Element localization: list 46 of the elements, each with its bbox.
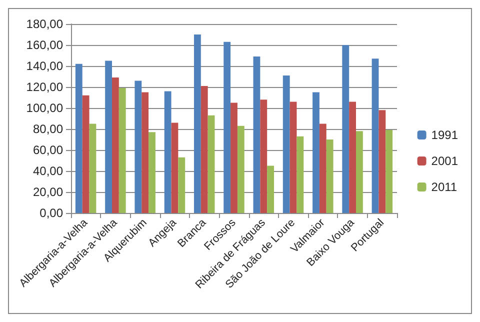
legend-label: 2011 <box>431 180 458 194</box>
bar <box>208 115 215 213</box>
bar <box>290 102 297 213</box>
y-tick-label: 20,00 <box>32 185 64 199</box>
legend-label: 2001 <box>431 154 458 168</box>
bar <box>282 75 290 213</box>
bar <box>312 92 320 213</box>
bar <box>296 136 304 213</box>
y-tick-label: 160,00 <box>26 38 64 52</box>
bar <box>349 102 356 213</box>
bar <box>356 131 363 213</box>
bar <box>178 157 186 213</box>
y-tick-label: 80,00 <box>32 122 64 136</box>
bar <box>260 100 268 213</box>
y-tick-label: 60,00 <box>32 143 64 157</box>
bar <box>386 130 393 213</box>
bar <box>164 91 172 213</box>
y-tick-label: 40,00 <box>32 164 64 178</box>
bar <box>230 102 238 213</box>
bar <box>105 60 112 213</box>
bar <box>75 64 82 213</box>
bar <box>89 124 96 213</box>
bar <box>224 42 231 213</box>
bar <box>267 166 274 213</box>
bar <box>378 110 386 213</box>
y-tick-label: 100,00 <box>26 101 64 115</box>
bar <box>194 34 201 213</box>
y-tick-label: 180,00 <box>26 17 64 31</box>
bar <box>253 56 260 213</box>
bar <box>82 95 90 213</box>
bar <box>148 132 156 213</box>
bar <box>237 126 244 213</box>
y-tick-label: 0,00 <box>40 206 64 220</box>
bar <box>372 58 379 213</box>
bar <box>200 86 208 213</box>
bar <box>112 78 119 213</box>
bar <box>326 140 334 213</box>
bar <box>342 45 350 213</box>
bar <box>142 92 149 213</box>
bar <box>134 80 142 213</box>
bar <box>118 88 126 213</box>
bar <box>171 122 178 213</box>
y-tick-label: 120,00 <box>26 80 64 94</box>
y-tick-label: 140,00 <box>26 59 64 73</box>
bar <box>319 124 326 213</box>
legend-label: 1991 <box>431 128 458 142</box>
